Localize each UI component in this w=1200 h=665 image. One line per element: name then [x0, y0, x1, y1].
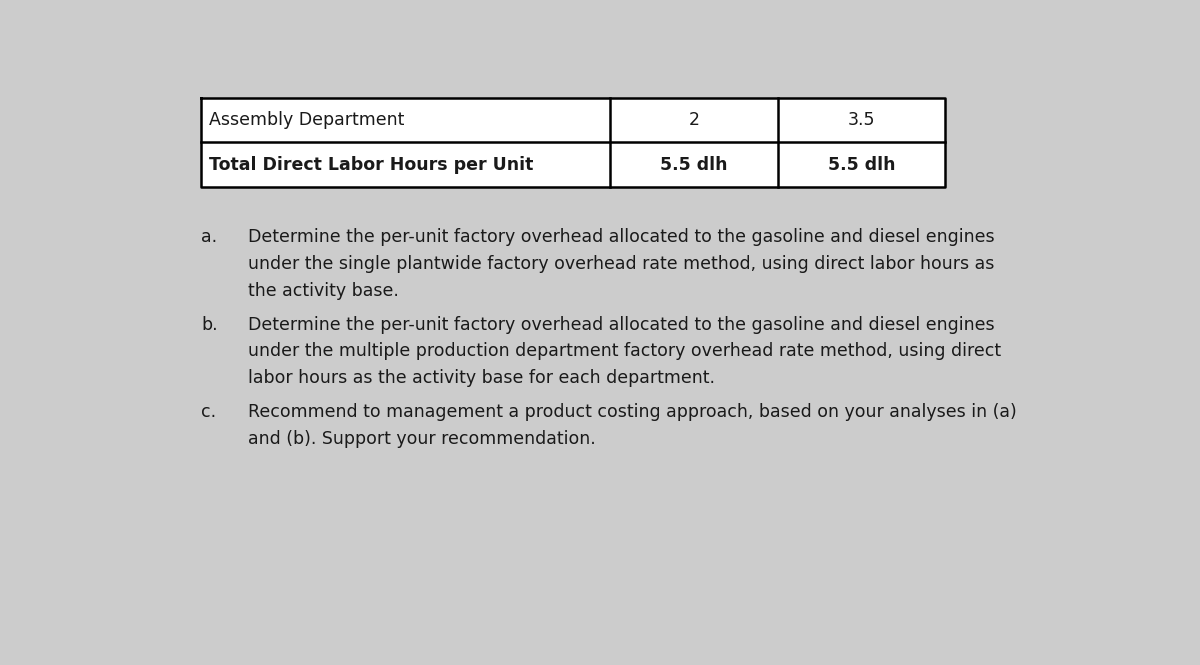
Text: 2: 2	[689, 111, 700, 129]
Text: under the multiple production department factory overhead rate method, using dir: under the multiple production department…	[247, 342, 1001, 360]
Text: 5.5 dlh: 5.5 dlh	[828, 156, 895, 174]
Bar	[202, 98, 946, 188]
Text: Total Direct Labor Hours per Unit: Total Direct Labor Hours per Unit	[209, 156, 533, 174]
Text: the activity base.: the activity base.	[247, 281, 398, 299]
Text: b.: b.	[202, 316, 217, 334]
Text: labor hours as the activity base for each department.: labor hours as the activity base for eac…	[247, 369, 715, 387]
Text: c.: c.	[202, 404, 216, 422]
Text: Determine the per-unit factory overhead allocated to the gasoline and diesel eng: Determine the per-unit factory overhead …	[247, 316, 995, 334]
Text: a.: a.	[202, 228, 217, 246]
Text: Determine the per-unit factory overhead allocated to the gasoline and diesel eng: Determine the per-unit factory overhead …	[247, 228, 995, 246]
Text: Assembly Department: Assembly Department	[209, 111, 404, 129]
Text: Recommend to management a product costing approach, based on your analyses in (a: Recommend to management a product costin…	[247, 404, 1016, 422]
Text: under the single plantwide factory overhead rate method, using direct labor hour: under the single plantwide factory overh…	[247, 255, 994, 273]
Text: 5.5 dlh: 5.5 dlh	[660, 156, 727, 174]
Text: 3.5: 3.5	[847, 111, 875, 129]
Text: and (b). Support your recommendation.: and (b). Support your recommendation.	[247, 430, 595, 448]
